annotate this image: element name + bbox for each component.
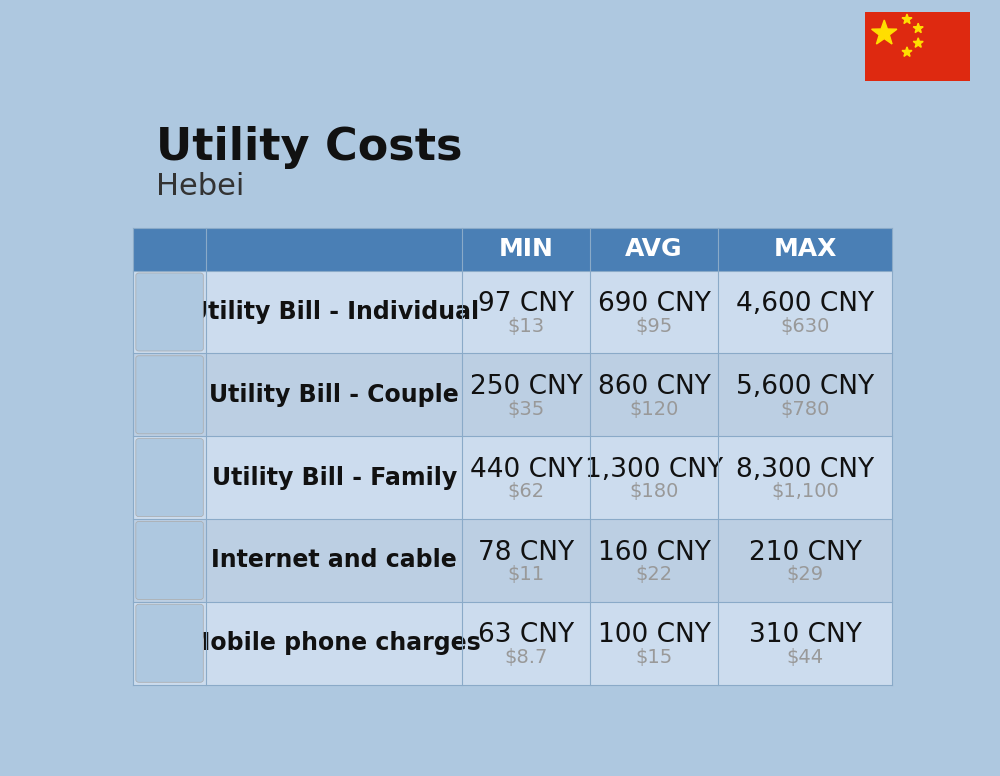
Text: Mobile phone charges: Mobile phone charges <box>187 631 481 655</box>
Text: 4,600 CNY: 4,600 CNY <box>736 291 874 317</box>
Text: 97 CNY: 97 CNY <box>478 291 574 317</box>
Text: $180: $180 <box>629 483 679 501</box>
Text: 860 CNY: 860 CNY <box>598 374 710 400</box>
Text: $62: $62 <box>508 483 545 501</box>
Text: MAX: MAX <box>773 237 837 261</box>
Text: 690 CNY: 690 CNY <box>598 291 710 317</box>
Text: AVG: AVG <box>625 237 683 261</box>
FancyBboxPatch shape <box>133 271 892 353</box>
Text: $11: $11 <box>508 565 545 584</box>
Text: 63 CNY: 63 CNY <box>478 622 574 649</box>
FancyBboxPatch shape <box>133 602 892 684</box>
Text: 100 CNY: 100 CNY <box>598 622 710 649</box>
FancyBboxPatch shape <box>133 436 892 519</box>
Text: $13: $13 <box>508 317 545 336</box>
Text: Utility Costs: Utility Costs <box>156 126 462 169</box>
Text: 160 CNY: 160 CNY <box>598 539 710 566</box>
Text: $1,100: $1,100 <box>771 483 839 501</box>
Text: 310 CNY: 310 CNY <box>749 622 862 649</box>
Text: Utility Bill - Individual: Utility Bill - Individual <box>189 300 479 324</box>
FancyBboxPatch shape <box>136 355 203 434</box>
Polygon shape <box>902 47 912 57</box>
Text: 8,300 CNY: 8,300 CNY <box>736 457 874 483</box>
Text: MIN: MIN <box>499 237 554 261</box>
Text: 5,600 CNY: 5,600 CNY <box>736 374 874 400</box>
FancyBboxPatch shape <box>136 273 203 351</box>
Text: 78 CNY: 78 CNY <box>478 539 574 566</box>
Text: Hebei: Hebei <box>156 172 244 201</box>
Text: Utility Bill - Family: Utility Bill - Family <box>212 466 457 490</box>
Text: 250 CNY: 250 CNY <box>470 374 582 400</box>
Polygon shape <box>902 14 912 23</box>
Text: $8.7: $8.7 <box>504 648 548 667</box>
Text: 1,300 CNY: 1,300 CNY <box>585 457 723 483</box>
Text: $15: $15 <box>635 648 673 667</box>
Text: $29: $29 <box>786 565 824 584</box>
FancyBboxPatch shape <box>136 438 203 517</box>
FancyBboxPatch shape <box>133 353 892 436</box>
Polygon shape <box>872 20 897 44</box>
FancyBboxPatch shape <box>133 227 892 271</box>
FancyBboxPatch shape <box>133 519 892 602</box>
Text: $44: $44 <box>786 648 824 667</box>
Polygon shape <box>913 38 923 47</box>
Text: Internet and cable: Internet and cable <box>211 549 457 573</box>
Text: $22: $22 <box>635 565 672 584</box>
Text: $780: $780 <box>780 400 830 418</box>
Text: $120: $120 <box>629 400 679 418</box>
FancyBboxPatch shape <box>136 521 203 599</box>
Polygon shape <box>913 23 923 33</box>
FancyBboxPatch shape <box>136 605 203 682</box>
Text: Utility Bill - Couple: Utility Bill - Couple <box>209 383 459 407</box>
Text: $35: $35 <box>507 400 545 418</box>
Text: $95: $95 <box>635 317 673 336</box>
Text: 440 CNY: 440 CNY <box>470 457 582 483</box>
Text: 210 CNY: 210 CNY <box>749 539 862 566</box>
Text: $630: $630 <box>780 317 830 336</box>
